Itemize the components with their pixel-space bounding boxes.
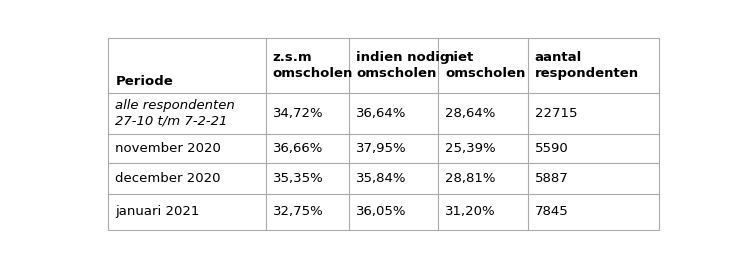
Text: januari 2021: januari 2021 <box>115 205 200 218</box>
Text: indien nodig
omscholen: indien nodig omscholen <box>356 51 450 80</box>
Text: 25,39%: 25,39% <box>445 142 496 155</box>
Text: 28,81%: 28,81% <box>445 172 496 185</box>
Text: 36,66%: 36,66% <box>273 142 323 155</box>
Text: z.s.m
omscholen: z.s.m omscholen <box>273 51 353 80</box>
Text: 35,84%: 35,84% <box>356 172 406 185</box>
Text: 31,20%: 31,20% <box>445 205 496 218</box>
Text: 36,64%: 36,64% <box>356 107 406 120</box>
Text: 34,72%: 34,72% <box>273 107 323 120</box>
Text: 22715: 22715 <box>534 107 577 120</box>
Text: 36,05%: 36,05% <box>356 205 406 218</box>
Text: 5887: 5887 <box>534 172 568 185</box>
Text: 28,64%: 28,64% <box>445 107 496 120</box>
Text: november 2020: november 2020 <box>115 142 221 155</box>
Text: 35,35%: 35,35% <box>273 172 323 185</box>
Text: alle respondenten
27-10 t/m 7-2-21: alle respondenten 27-10 t/m 7-2-21 <box>115 99 235 128</box>
Text: 5590: 5590 <box>534 142 568 155</box>
Text: december 2020: december 2020 <box>115 172 221 185</box>
Text: niet
omscholen: niet omscholen <box>445 51 525 80</box>
Text: 37,95%: 37,95% <box>356 142 406 155</box>
Text: 7845: 7845 <box>534 205 568 218</box>
Text: aantal
respondenten: aantal respondenten <box>534 51 639 80</box>
Text: Periode: Periode <box>115 75 173 88</box>
Text: 32,75%: 32,75% <box>273 205 323 218</box>
